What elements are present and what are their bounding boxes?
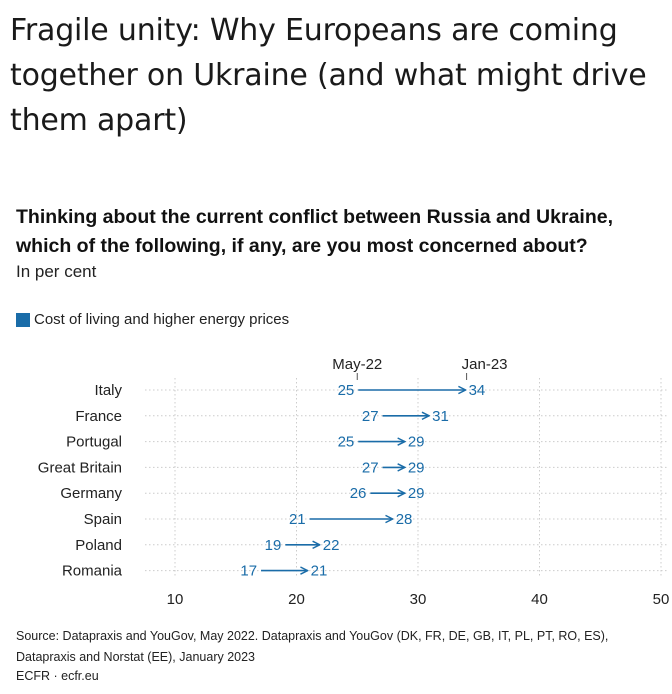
- x-tick-label: 40: [531, 591, 548, 608]
- start-value-label: 26: [350, 485, 367, 502]
- source-note: Source: Datapraxis and YouGov, May 2022.…: [16, 629, 609, 664]
- category-label: Portugal: [66, 434, 122, 451]
- legend-label: Cost of living and higher energy prices: [34, 311, 290, 328]
- x-tick-label: 50: [653, 591, 670, 608]
- start-value-label: 25: [338, 434, 355, 451]
- end-value-label: 22: [323, 537, 340, 554]
- end-value-label: 29: [408, 485, 425, 502]
- start-value-label: 17: [240, 563, 257, 580]
- start-value-label: 25: [338, 382, 355, 399]
- category-label: Poland: [75, 537, 122, 554]
- chart-subtitle: Thinking about the current conflict betw…: [16, 206, 614, 257]
- end-value-label: 21: [311, 563, 328, 580]
- legend: Cost of living and higher energy prices: [16, 311, 289, 328]
- category-label: France: [75, 408, 122, 425]
- series-header-start: May-22: [332, 356, 382, 373]
- category-label: Germany: [60, 485, 122, 502]
- x-tick-label: 10: [167, 591, 184, 608]
- end-value-label: 28: [396, 511, 413, 528]
- chart: 10 20 30 40 50 May-22 Jan-23 Italy 25 34 France 27 3…: [38, 356, 670, 608]
- unit-label: In per cent: [16, 262, 97, 281]
- end-value-label: 29: [408, 459, 425, 476]
- start-value-label: 21: [289, 511, 306, 528]
- start-value-label: 19: [265, 537, 282, 554]
- page-title: Fragile unity: Why Europeans are coming …: [10, 13, 647, 138]
- category-label: Great Britain: [38, 459, 122, 476]
- credit: ECFR · ecfr.eu: [16, 669, 99, 683]
- end-value-label: 34: [469, 382, 486, 399]
- legend-swatch: [16, 312, 30, 327]
- x-tick-label: 20: [288, 591, 305, 608]
- category-label: Spain: [84, 511, 122, 528]
- x-tick-label: 30: [410, 591, 427, 608]
- end-value-label: 29: [408, 434, 425, 451]
- start-value-label: 27: [362, 459, 379, 476]
- series-header-end: Jan-23: [462, 356, 508, 373]
- category-label: Romania: [62, 563, 123, 580]
- end-value-label: 31: [432, 408, 449, 425]
- start-value-label: 27: [362, 408, 379, 425]
- category-label: Italy: [94, 382, 122, 399]
